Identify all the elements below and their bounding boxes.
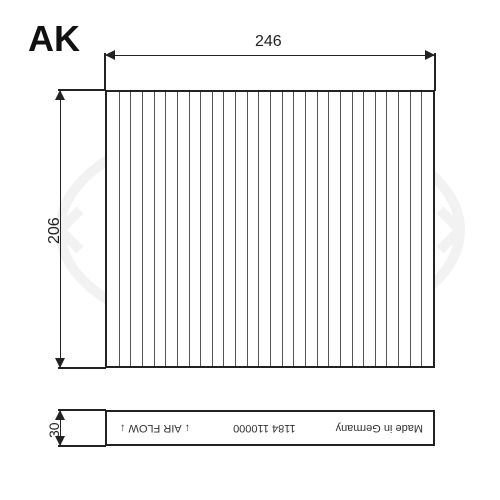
side-text-partno: 1184 110000 xyxy=(233,422,296,434)
dim-line-width xyxy=(105,55,435,56)
dim-height-value: 206 xyxy=(46,217,64,244)
side-text-airflow: ↓AIR FLOW↓ xyxy=(117,422,193,434)
dim-arrow-icon xyxy=(55,410,65,420)
filter-side-view: Made in Germany 1184 110000 ↓AIR FLOW↓ xyxy=(105,410,435,446)
dim-tick xyxy=(58,367,106,369)
technical-drawing: D AK 246 206 Made in Germany 1184 110000… xyxy=(0,0,500,500)
dim-tick xyxy=(58,409,106,411)
dim-arrow-icon xyxy=(425,50,435,60)
dim-arrow-icon xyxy=(55,90,65,100)
dim-tick xyxy=(58,89,106,91)
dim-width-value: 246 xyxy=(255,33,282,51)
dim-arrow-icon xyxy=(55,358,65,368)
dim-tick xyxy=(58,445,106,447)
side-text-made-in: Made in Germany xyxy=(336,422,423,434)
filter-front-view xyxy=(105,90,435,368)
hatch-pattern xyxy=(107,92,433,366)
part-code-label: AK xyxy=(28,18,80,60)
dim-side-value: 30 xyxy=(46,422,62,438)
dim-arrow-icon xyxy=(105,50,115,60)
